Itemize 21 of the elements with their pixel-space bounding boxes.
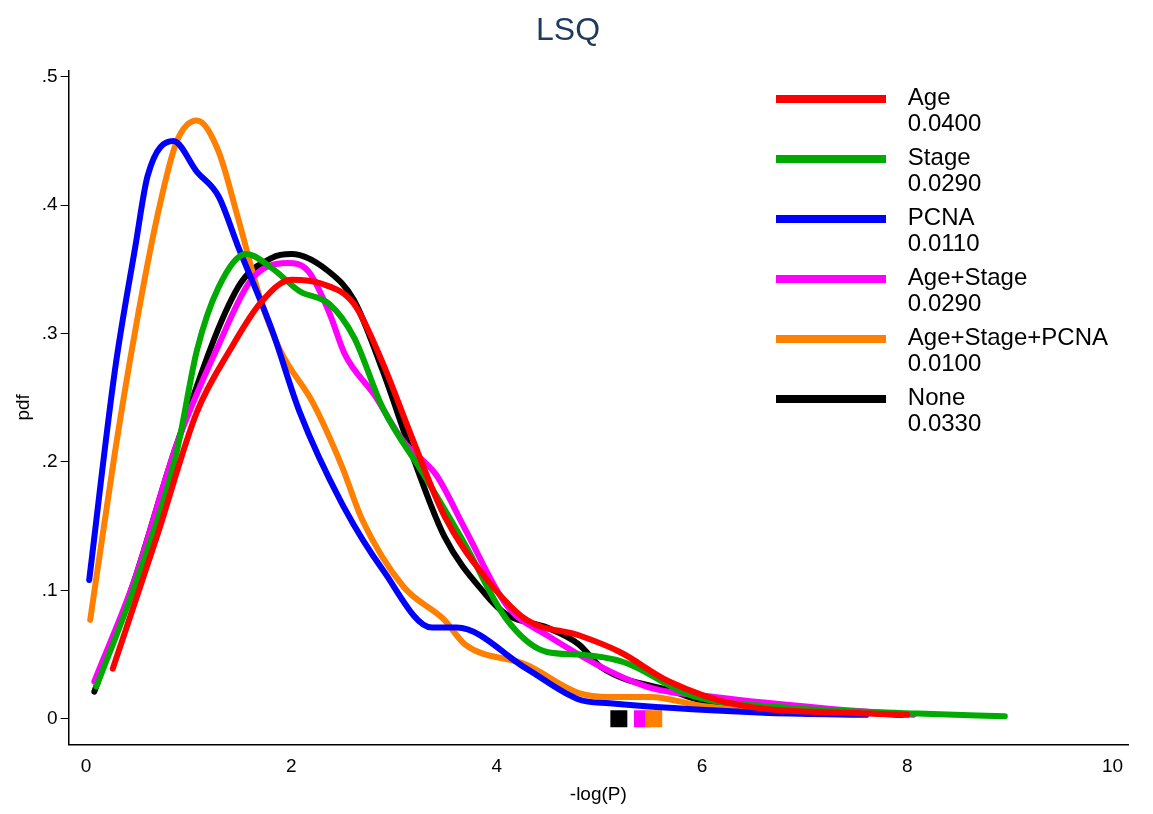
x-tick-label: 10: [1102, 755, 1124, 777]
y-tick-label: .2: [41, 450, 58, 472]
x-tick-label: 2: [286, 755, 297, 777]
legend-label: Stage 0.0290: [907, 143, 982, 196]
x-tick-label: 4: [491, 755, 503, 777]
y-tick-label: .3: [41, 321, 58, 343]
y-tick-label: 0: [47, 706, 58, 728]
legend-label: Age+Stage+PCNA 0.0100: [907, 323, 1108, 376]
x-tick-label: 8: [902, 755, 913, 777]
y-axis-title: pdf: [11, 393, 33, 421]
y-tick-label: .4: [41, 193, 59, 215]
legend-label: None 0.0330: [907, 383, 982, 436]
legend-label: Age+Stage 0.0290: [907, 263, 1028, 316]
y-tick-label: .1: [41, 578, 58, 600]
legend-label: Age 0.0400: [907, 83, 982, 136]
legend-label: PCNA 0.0110: [907, 203, 980, 256]
chart-title: LSQ: [535, 11, 601, 48]
x-tick-label: 6: [696, 755, 708, 777]
x-tick-label: 0: [80, 755, 92, 777]
x-axis-title: -log(P): [569, 782, 627, 804]
y-tick-label: .5: [41, 65, 58, 87]
